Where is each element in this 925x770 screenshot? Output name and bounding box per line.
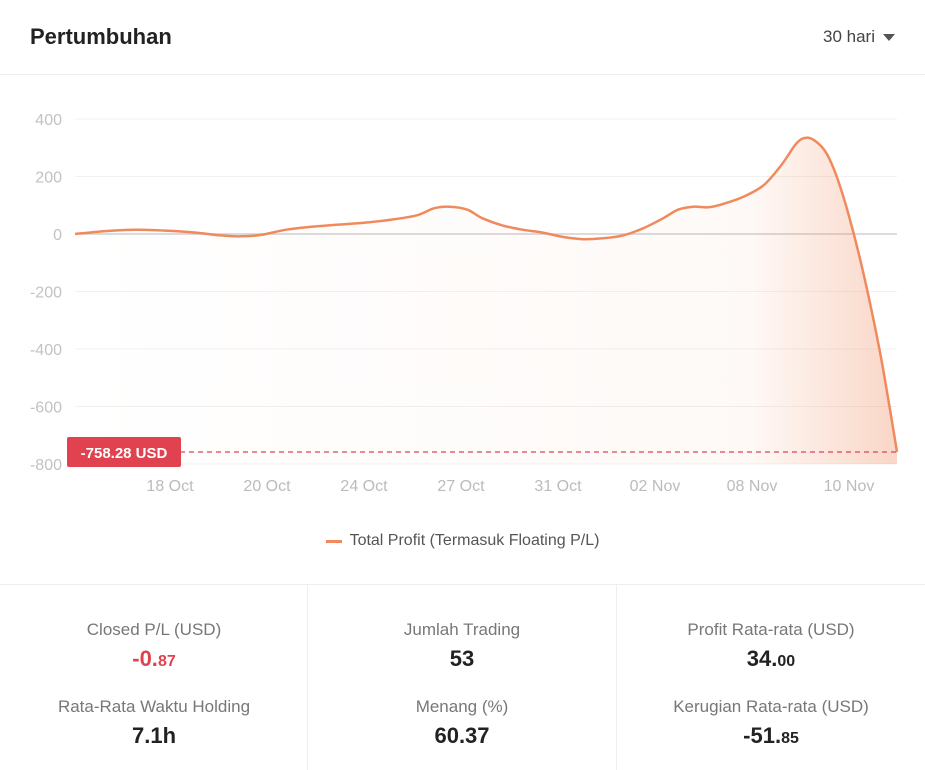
y-tick-label: -600: [30, 400, 62, 417]
stat-label: Profit Rata-rata (USD): [687, 620, 855, 639]
stats-panel: Closed P/L (USD) -0.87 Rata-Rata Waktu H…: [0, 585, 925, 770]
stat-label: Menang (%): [415, 697, 509, 716]
stat-jumlah-trading: Jumlah Trading 53: [308, 620, 616, 672]
x-tick-label: 31 Oct: [534, 478, 582, 495]
y-tick-label: 200: [35, 170, 62, 187]
stat-value: 34.00: [617, 646, 925, 672]
chart-legend[interactable]: Total Profit (Termasuk Floating P/L): [0, 532, 925, 550]
stat-loss-avg: Kerugian Rata-rata (USD) -51.85: [617, 697, 925, 749]
stat-label: Kerugian Rata-rata (USD): [673, 697, 869, 716]
current-value-label: -758.28 USD: [81, 445, 168, 462]
stat-holding: Rata-Rata Waktu Holding 7.1h: [0, 697, 308, 749]
caret-down-icon: [883, 33, 895, 41]
stat-value-int: -51.: [743, 723, 782, 748]
x-tick-label: 24 Oct: [340, 478, 388, 495]
stat-value: 60.37: [434, 723, 490, 748]
x-tick-label: 02 Nov: [630, 478, 681, 495]
series-line: [74, 136, 899, 453]
x-tick-label: 08 Nov: [727, 478, 778, 495]
header: Pertumbuhan 30 hari: [0, 0, 925, 75]
stats-column-3: Profit Rata-rata (USD) 34.00 Kerugian Ra…: [617, 585, 925, 770]
x-tick-label: 10 Nov: [824, 478, 875, 495]
stat-label: Rata-Rata Waktu Holding: [57, 697, 251, 716]
y-tick-label: -400: [30, 342, 62, 359]
stat-label: Closed P/L (USD): [86, 620, 222, 639]
divider: [0, 584, 925, 585]
stats-column-2: Jumlah Trading 53 Menang (%) 60.37: [307, 585, 617, 770]
x-tick-label: 20 Oct: [243, 478, 291, 495]
stat-menang: Menang (%) 60.37: [308, 697, 616, 749]
stat-value-dec: 85: [781, 730, 799, 747]
stat-value: -0.87: [0, 646, 308, 672]
stat-value: -51.85: [617, 723, 925, 749]
stat-profit-avg: Profit Rata-rata (USD) 34.00: [617, 620, 925, 672]
y-tick-label: 0: [53, 227, 62, 244]
y-tick-label: -200: [30, 285, 62, 302]
legend-label: Total Profit (Termasuk Floating P/L): [349, 532, 600, 549]
stat-value-dec: 87: [157, 653, 176, 670]
series-area: [75, 137, 897, 464]
stat-value-int: -0.: [132, 646, 158, 671]
y-tick-label: 400: [35, 112, 62, 129]
stat-label: Jumlah Trading: [403, 620, 521, 639]
range-label: 30 hari: [823, 27, 875, 46]
y-tick-label: -800: [30, 457, 62, 474]
page-title: Pertumbuhan: [30, 24, 172, 49]
stat-value: 53: [449, 646, 475, 671]
growth-chart: 400 200 0 -200 -400 -600 -800 18 Oct 20 Oct 24 Oc…: [30, 112, 899, 495]
stat-value-int: 34.: [746, 646, 778, 671]
stat-value-dec: 00: [777, 653, 796, 670]
x-tick-label: 27 Oct: [437, 478, 485, 495]
current-value-badge: [67, 437, 181, 468]
stat-closed-pl: Closed P/L (USD) -0.87: [0, 620, 308, 672]
stats-column-1: Closed P/L (USD) -0.87 Rata-Rata Waktu H…: [0, 585, 308, 770]
range-dropdown[interactable]: 30 hari: [823, 27, 895, 47]
x-tick-label: 18 Oct: [146, 478, 194, 495]
stat-value: 7.1h: [131, 723, 177, 748]
legend-swatch: [325, 539, 342, 543]
